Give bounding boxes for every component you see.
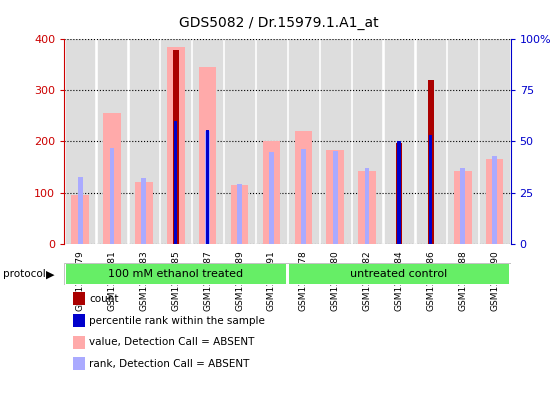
Bar	[174, 121, 177, 244]
Bar	[428, 80, 434, 244]
Bar	[429, 134, 433, 244]
Bar	[269, 152, 274, 244]
Bar	[365, 168, 369, 244]
Bar	[486, 159, 503, 244]
Bar	[289, 39, 318, 244]
Text: GDS5082 / Dr.15979.1.A1_at: GDS5082 / Dr.15979.1.A1_at	[179, 16, 379, 30]
Bar	[135, 182, 153, 244]
Bar	[66, 264, 286, 284]
Bar	[199, 67, 217, 244]
Text: 100 mM ethanol treated: 100 mM ethanol treated	[108, 269, 243, 279]
Bar	[71, 195, 89, 244]
Bar	[205, 131, 210, 244]
Bar	[326, 150, 344, 244]
Bar	[321, 39, 349, 244]
Text: percentile rank within the sample: percentile rank within the sample	[89, 316, 265, 326]
Text: ▶: ▶	[46, 269, 55, 279]
Bar	[384, 39, 413, 244]
Bar	[103, 113, 121, 244]
Bar	[480, 39, 509, 244]
Bar	[173, 50, 179, 244]
Bar	[237, 184, 242, 244]
Bar	[257, 39, 286, 244]
Bar	[449, 39, 477, 244]
Bar	[193, 39, 222, 244]
Text: count: count	[89, 294, 119, 304]
Bar	[429, 135, 432, 244]
Bar	[492, 156, 497, 244]
Bar	[263, 141, 280, 244]
Bar	[129, 39, 158, 244]
Bar	[161, 39, 190, 244]
Bar	[206, 130, 209, 244]
Text: untreated control: untreated control	[350, 269, 448, 279]
Bar	[454, 171, 472, 244]
Bar	[396, 143, 402, 244]
Text: rank, Detection Call = ABSENT: rank, Detection Call = ABSENT	[89, 359, 249, 369]
Bar	[301, 149, 306, 244]
Text: protocol: protocol	[3, 269, 46, 279]
Text: value, Detection Call = ABSENT: value, Detection Call = ABSENT	[89, 337, 254, 347]
Bar	[142, 178, 146, 244]
Bar	[295, 131, 312, 244]
Bar	[353, 39, 382, 244]
Bar	[98, 39, 126, 244]
Bar	[460, 168, 465, 244]
Bar	[358, 171, 376, 244]
Bar	[416, 39, 445, 244]
Bar	[333, 151, 338, 244]
Bar	[78, 177, 83, 244]
Bar	[225, 39, 254, 244]
Bar	[397, 141, 401, 244]
Bar	[109, 148, 114, 244]
Bar	[231, 185, 248, 244]
Bar	[66, 39, 94, 244]
Bar	[289, 264, 509, 284]
Bar	[167, 47, 185, 244]
